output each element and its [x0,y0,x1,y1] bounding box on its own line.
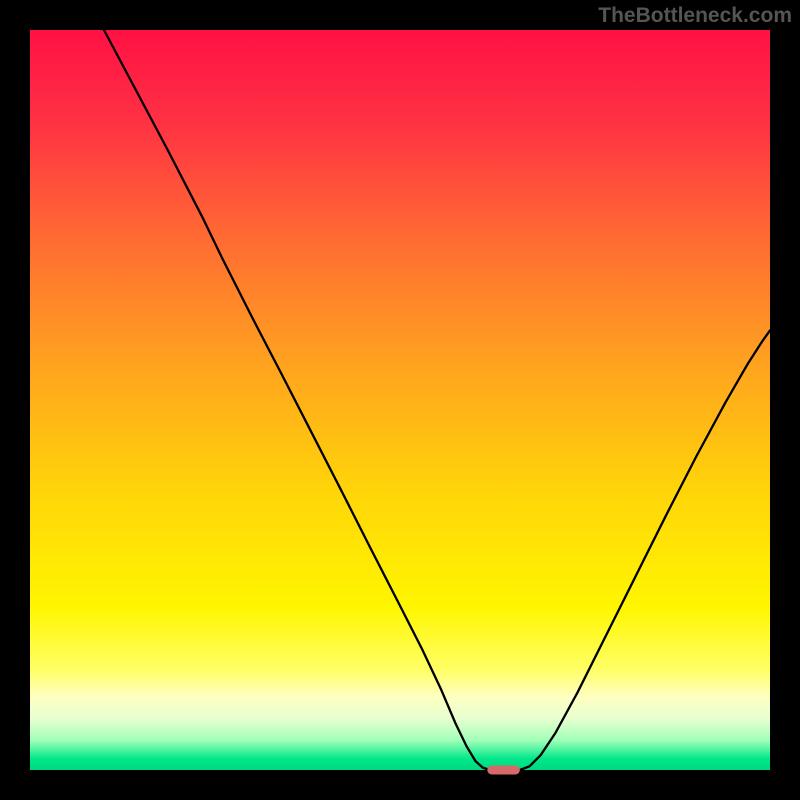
watermark-text: TheBottleneck.com [598,4,792,28]
optimal-marker [487,766,520,775]
gradient-background [30,30,770,770]
chart-container: TheBottleneck.com [0,0,800,800]
plot-area [30,30,770,770]
